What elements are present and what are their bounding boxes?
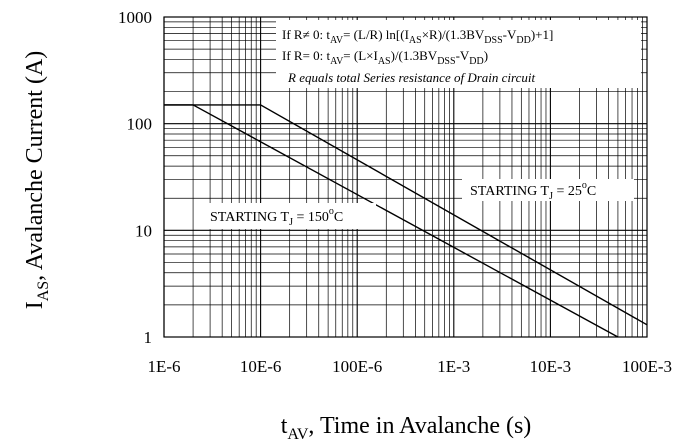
y-tick-label: 1000 bbox=[118, 8, 152, 27]
plot-frame bbox=[163, 16, 648, 338]
x-tick-label: 100E-6 bbox=[332, 357, 382, 376]
series-label-bg-tj-25 bbox=[462, 179, 634, 201]
series-line-tj-150 bbox=[164, 104, 619, 338]
formula-annotation: If R≠ 0: tAV= (L/R) ln[(IAS×R)/(1.3BVDSS… bbox=[276, 20, 641, 88]
x-tick-label: 1E-6 bbox=[147, 357, 180, 376]
series-line-tj-25 bbox=[164, 104, 648, 326]
y-tick-label: 1 bbox=[144, 328, 153, 347]
y-tick-label: 10 bbox=[135, 221, 152, 240]
x-axis-title: tAV, Time in Avalanche (s) bbox=[281, 413, 532, 443]
series-label-tj-25: STARTING TJ = 25oC bbox=[470, 180, 596, 202]
annotation-background bbox=[276, 20, 641, 88]
x-tick-label: 1E-3 bbox=[437, 357, 470, 376]
formula-line-1: If R≠ 0: tAV= (L/R) ln[(IAS×R)/(1.3BVDSS… bbox=[282, 27, 553, 46]
x-tick-label: 100E-3 bbox=[622, 357, 672, 376]
y-axis-title: IAS, Avalanche Current (A) bbox=[22, 51, 52, 310]
x-tick-labels: 1E-6 10E-6 100E-6 1E-3 10E-3 100E-3 bbox=[147, 357, 672, 376]
series-lines bbox=[164, 104, 648, 338]
y-tick-labels: 1 10 100 1000 bbox=[118, 8, 152, 347]
series-label-bg-tj-150 bbox=[204, 203, 376, 229]
formula-line-3: R equals total Series resistance of Drai… bbox=[287, 70, 535, 85]
x-tick-label: 10E-6 bbox=[240, 357, 282, 376]
x-tick-label: 10E-3 bbox=[530, 357, 572, 376]
formula-line-2: If R= 0: tAV= (L×IAS)/(1.3BVDSS-VDD) bbox=[282, 48, 488, 67]
y-tick-label: 100 bbox=[127, 115, 153, 134]
series-label-tj-150: STARTING TJ = 150oC bbox=[210, 206, 343, 228]
